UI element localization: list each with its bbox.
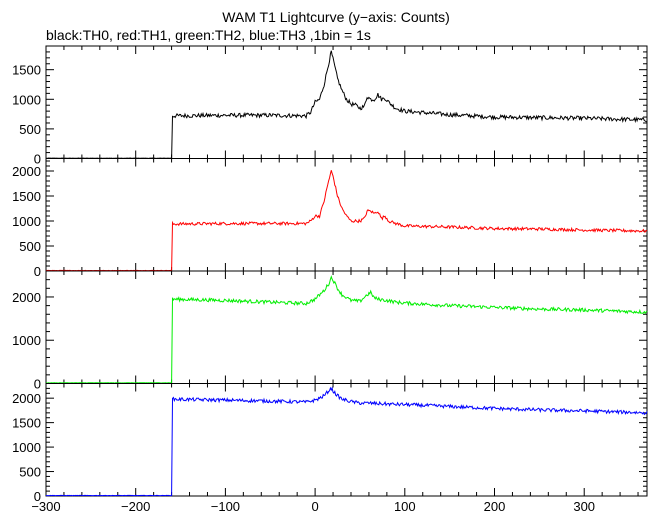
x-tick-label: 300 (573, 499, 595, 514)
panels-group: 0500100015000500100015002000010002000050… (12, 45, 648, 504)
x-tick-label: −300 (31, 499, 60, 514)
y-tick-label: 1500 (12, 63, 41, 78)
series-th0-line (45, 50, 648, 159)
y-tick-label: 2000 (12, 290, 41, 305)
panel-th2: 0 1000 2000 (12, 270, 648, 392)
panel-frame (45, 270, 648, 384)
chart-subtitle: black:TH0, red:TH1, green:TH2, blue:TH3 … (46, 27, 371, 43)
y-tick-label: 0 (34, 152, 41, 167)
y-tick-label: 1000 (12, 333, 41, 348)
y-tick-label: 500 (19, 239, 41, 254)
panel-th0: 0 500 1000 1500 (12, 45, 648, 167)
y-tick-label: 500 (19, 465, 41, 480)
y-tick-label: 1000 (12, 440, 41, 455)
panel-th3: 0 500 1000 1500 2000 (12, 383, 648, 504)
x-tick-label: −100 (211, 499, 240, 514)
x-tick-label: −200 (121, 499, 150, 514)
y-tick-label: 2000 (12, 391, 41, 406)
y-tick-label: 0 (34, 489, 41, 504)
y-tick-label: 1500 (12, 189, 41, 204)
panel-th1: 0 500 1000 1500 2000 (12, 158, 648, 279)
y-tick-label: 500 (19, 122, 41, 137)
x-tick-label: 100 (394, 499, 416, 514)
x-axis-tick-labels: −300 −200 −100 0 100 200 300 (31, 499, 595, 514)
y-tick-label: 2000 (12, 164, 41, 179)
panel-frame (45, 383, 648, 497)
series-th1-line (45, 170, 648, 272)
y-tick-label: 1000 (12, 214, 41, 229)
y-tick-label: 0 (34, 264, 41, 279)
series-th2-line (45, 275, 648, 384)
y-tick-label: 0 (34, 377, 41, 392)
series-th3-line (45, 386, 648, 497)
x-tick-label: 200 (484, 499, 506, 514)
chart-title: WAM T1 Lightcurve (y−axis: Counts) (222, 9, 450, 25)
y-tick-label: 1500 (12, 416, 41, 431)
x-tick-label: 0 (311, 499, 318, 514)
y-tick-label: 1000 (12, 92, 41, 107)
panel-frame (45, 45, 648, 159)
